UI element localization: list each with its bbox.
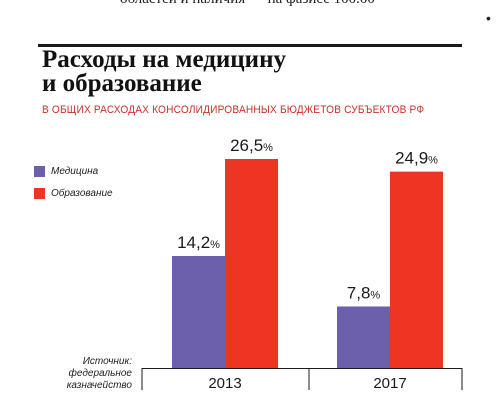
chart-title-line2: и образование bbox=[42, 70, 202, 97]
legend-item-education: Образование bbox=[34, 182, 113, 204]
legend-swatch-medicine bbox=[34, 165, 45, 177]
source-line2: федеральное bbox=[68, 368, 132, 379]
legend-label-education: Образование bbox=[51, 187, 113, 199]
bar-medicine-2017 bbox=[337, 306, 390, 368]
cropped-article-text: областей и наличия — на фазисе 100.00 bbox=[120, 0, 375, 8]
bar-medicine-2013 bbox=[172, 256, 225, 368]
x-tick-label-2013: 2013 bbox=[208, 375, 241, 392]
legend-swatch-education bbox=[34, 187, 45, 199]
data-label-medicine-2017: 7,8% bbox=[347, 283, 381, 302]
legend: Медицина Образование bbox=[34, 160, 113, 204]
x-tick-label-2017: 2017 bbox=[373, 375, 406, 392]
data-label-education-2013: 26,5% bbox=[230, 136, 273, 155]
legend-label-medicine: Медицина bbox=[51, 165, 99, 177]
data-label-medicine-2013: 14,2% bbox=[177, 233, 220, 252]
chart-title: Расходы на медицину и образование bbox=[42, 46, 462, 97]
source-line1: Источник: bbox=[82, 356, 132, 367]
data-label-education-2017: 24,9% bbox=[395, 149, 438, 168]
bullet-mark: • bbox=[486, 10, 491, 26]
legend-item-medicine: Медицина bbox=[34, 160, 113, 182]
source-line3: казначейство bbox=[66, 380, 132, 391]
bar-education-2013 bbox=[225, 159, 278, 368]
title-rule bbox=[38, 44, 462, 47]
bar-education-2017 bbox=[390, 171, 443, 368]
source-note: Источник: федеральное казначейство bbox=[50, 356, 132, 392]
chart-title-line1: Расходы на медицину bbox=[42, 46, 286, 73]
chart-subtitle: В ОБЩИХ РАСХОДАХ КОНСОЛИДИРОВАННЫХ БЮДЖЕ… bbox=[42, 104, 425, 116]
